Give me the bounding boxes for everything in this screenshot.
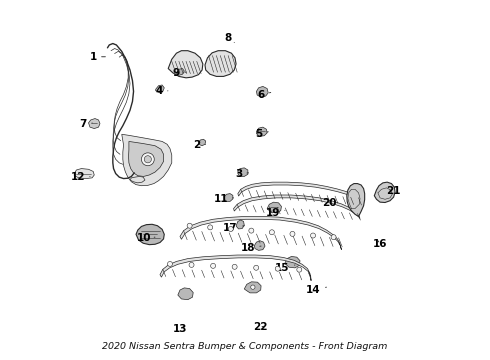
Text: 4: 4: [155, 86, 168, 96]
Text: 6: 6: [257, 90, 270, 100]
Polygon shape: [256, 127, 267, 136]
Polygon shape: [136, 224, 164, 245]
Text: 14: 14: [306, 285, 326, 295]
Polygon shape: [234, 195, 360, 219]
Text: 15: 15: [275, 262, 295, 273]
Circle shape: [232, 264, 237, 269]
Circle shape: [168, 261, 172, 266]
Text: 5: 5: [255, 129, 268, 139]
Circle shape: [297, 267, 302, 272]
Text: 16: 16: [373, 239, 388, 249]
Text: 8: 8: [224, 33, 234, 43]
Text: 2020 Nissan Sentra Bumper & Components - Front Diagram: 2020 Nissan Sentra Bumper & Components -…: [102, 342, 388, 351]
Polygon shape: [237, 220, 245, 229]
Circle shape: [270, 230, 274, 235]
Polygon shape: [180, 216, 342, 249]
Polygon shape: [285, 256, 300, 268]
Text: 10: 10: [137, 233, 155, 243]
Polygon shape: [254, 241, 265, 250]
Text: 19: 19: [266, 208, 285, 218]
Text: 17: 17: [223, 223, 245, 233]
Circle shape: [311, 233, 316, 238]
Text: 9: 9: [173, 68, 186, 78]
Polygon shape: [176, 68, 184, 75]
Circle shape: [187, 223, 192, 228]
Text: 11: 11: [213, 194, 234, 203]
Circle shape: [211, 264, 216, 268]
Circle shape: [189, 262, 194, 267]
Polygon shape: [347, 184, 365, 216]
Polygon shape: [128, 141, 164, 176]
Polygon shape: [178, 288, 193, 300]
Polygon shape: [224, 194, 233, 202]
Polygon shape: [198, 139, 206, 146]
Polygon shape: [256, 86, 268, 97]
Circle shape: [249, 228, 254, 233]
Text: 3: 3: [235, 168, 248, 179]
Polygon shape: [238, 182, 359, 201]
Text: 21: 21: [386, 186, 401, 197]
Circle shape: [331, 235, 336, 240]
Text: 2: 2: [193, 140, 205, 150]
Polygon shape: [156, 85, 164, 93]
Text: 7: 7: [80, 118, 92, 129]
Circle shape: [290, 231, 295, 237]
Circle shape: [275, 266, 280, 271]
Text: 1: 1: [90, 52, 105, 62]
Polygon shape: [374, 182, 395, 203]
Text: 12: 12: [71, 172, 90, 182]
Text: 18: 18: [241, 243, 261, 253]
Polygon shape: [130, 176, 145, 183]
Polygon shape: [122, 134, 172, 186]
Circle shape: [142, 153, 154, 166]
Polygon shape: [168, 51, 203, 78]
Polygon shape: [238, 168, 248, 176]
Text: 20: 20: [322, 198, 336, 208]
Circle shape: [144, 156, 151, 163]
Polygon shape: [160, 255, 311, 281]
Text: 22: 22: [253, 322, 267, 332]
Circle shape: [208, 225, 213, 230]
Polygon shape: [205, 51, 236, 76]
Circle shape: [251, 285, 255, 289]
Text: 13: 13: [173, 324, 187, 334]
Circle shape: [228, 226, 233, 231]
Polygon shape: [267, 202, 281, 213]
Polygon shape: [89, 118, 100, 129]
Circle shape: [254, 265, 259, 270]
Polygon shape: [74, 168, 94, 179]
Polygon shape: [245, 282, 261, 293]
